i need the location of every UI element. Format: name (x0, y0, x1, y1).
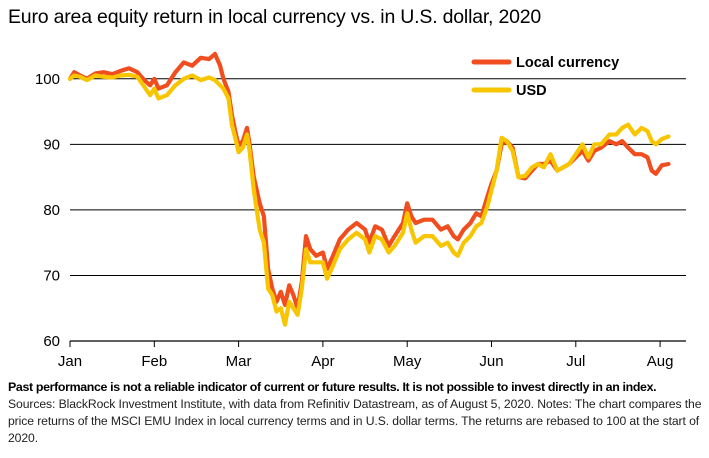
y-tick-label-70: 70 (43, 267, 60, 284)
series-line-usd (67, 72, 671, 327)
x-tick-label-mar: Mar (226, 353, 252, 370)
legend-label-usd: USD (516, 83, 547, 99)
x-tick-label-feb: Feb (141, 353, 167, 370)
y-tick-label-80: 80 (43, 202, 60, 219)
grid-lines (69, 78, 686, 347)
x-tick-label-jul: Jul (566, 353, 585, 370)
disclaimer: Past performance is not a reliable indic… (8, 380, 657, 394)
series-lines (67, 51, 671, 327)
chart-title: Euro area equity return in local currenc… (8, 6, 542, 28)
footer: Past performance is not a reliable indic… (8, 379, 703, 447)
legend: Local currency USD (471, 55, 619, 99)
y-axis-tick-labels: 60 70 80 90 100 (35, 71, 60, 350)
x-tick-label-may: May (393, 353, 422, 370)
y-tick-label-100: 100 (35, 71, 60, 88)
x-axis-tick-labels: Jan Feb Mar Apr May Jun Jul Aug (58, 353, 674, 370)
sources-note: Sources: BlackRock Investment Institute,… (8, 397, 702, 445)
series-line-local-currency (67, 51, 671, 311)
x-tick-label-aug: Aug (647, 353, 674, 370)
y-tick-label-90: 90 (43, 136, 60, 153)
y-tick-label-60: 60 (43, 333, 60, 350)
x-tick-label-apr: Apr (311, 353, 334, 370)
x-tick-label-jan: Jan (58, 353, 82, 370)
chart-svg: 60 70 80 90 100 Jan Feb Mar Apr May Jun Jul Aug Loc… (35, 51, 686, 370)
x-tick-label-jun: Jun (479, 353, 503, 370)
legend-label-local-currency: Local currency (516, 55, 619, 71)
